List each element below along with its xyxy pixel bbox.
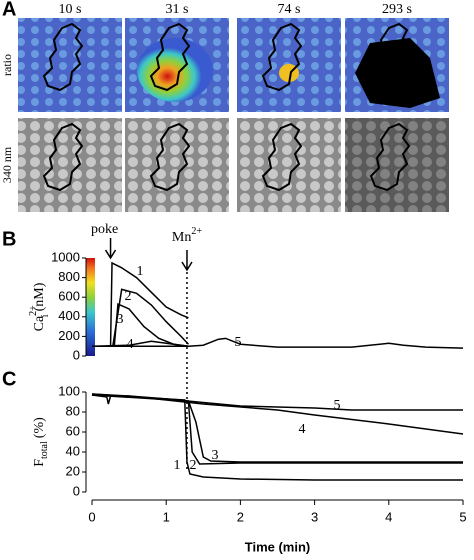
cell-outline	[149, 22, 191, 92]
annotation-arrow	[181, 250, 193, 272]
x-tick-label: 5	[459, 509, 466, 524]
series-line	[91, 394, 463, 481]
annotation-arrow	[104, 238, 117, 260]
series-label: 3	[117, 312, 124, 327]
x-tick-label: 1	[163, 509, 170, 524]
y-label-base: F	[32, 459, 47, 467]
image-hotspot	[137, 38, 213, 102]
panel-letter: B	[2, 228, 16, 250]
panel-letter: A	[2, 0, 16, 20]
y-tick-label: 20	[66, 463, 80, 478]
row-label: 340 nm	[0, 146, 14, 183]
series-line	[92, 288, 190, 347]
annotation: poke	[91, 222, 118, 237]
series-label: 3	[212, 448, 219, 463]
image	[18, 18, 122, 112]
series-line	[92, 261, 189, 347]
cell-outline	[369, 122, 411, 192]
row-label: ratio	[0, 54, 14, 76]
cell-outline	[149, 122, 191, 192]
time-label: 31 s	[166, 2, 189, 17]
time-label: 74 s	[278, 2, 301, 17]
series-label: 5	[235, 335, 242, 350]
series-label: 1	[174, 458, 181, 473]
y-axis-label: Ca2+i (nM)	[28, 282, 51, 331]
series-label: 1	[137, 264, 144, 279]
annotation-sup: 2+	[191, 226, 202, 237]
annotation-base: Mn	[172, 230, 191, 245]
series-line	[91, 394, 463, 463]
time-label: 10 s	[59, 2, 82, 17]
series-label: 2	[125, 289, 132, 304]
cell-outline	[261, 22, 303, 92]
annotation: Mn2+	[172, 226, 202, 245]
x-tick-label: 4	[385, 509, 392, 524]
series-line	[92, 337, 464, 349]
x-tick-label: 3	[311, 509, 318, 524]
y-tick-label: 400	[58, 308, 80, 323]
series-label: 5	[334, 398, 341, 413]
x-tick-label: 0	[88, 509, 95, 524]
series-label: 2	[190, 458, 197, 473]
series-line	[91, 393, 464, 435]
y-tick-label: 40	[66, 443, 80, 458]
image	[237, 118, 341, 212]
time-label: 293 s	[382, 2, 412, 17]
y-tick-label: 80	[66, 403, 80, 418]
y-label-unit: (%)	[32, 417, 47, 438]
x-tick-label: 2	[237, 509, 244, 524]
x-axis-label: Time (min)	[245, 539, 311, 554]
y-tick-label: 60	[66, 423, 80, 438]
y-axis-label: Ftotal (%)	[32, 417, 50, 467]
y-tick-label: 0	[73, 347, 80, 362]
color-bar	[86, 258, 95, 356]
image	[125, 118, 229, 212]
y-label-sup: 2+	[28, 305, 39, 316]
y-tick-label: 1000	[51, 249, 80, 264]
y-tick-label: 200	[58, 328, 80, 343]
y-label-unit: (nM)	[32, 282, 47, 311]
cell-outline	[369, 22, 411, 92]
series-line	[91, 394, 463, 465]
y-tick-label: 100	[58, 383, 80, 398]
y-tick-label: 800	[58, 269, 80, 284]
panel-letter: C	[2, 368, 16, 390]
series-label: 4	[299, 422, 306, 437]
cell-outline	[42, 122, 84, 192]
y-label-sub: total	[39, 441, 50, 459]
y-tick-label: 600	[58, 289, 80, 304]
image	[345, 118, 449, 212]
image	[18, 118, 122, 212]
cell-outline	[42, 22, 84, 92]
y-tick-label: 0	[73, 483, 80, 498]
series-label: 4	[127, 337, 134, 352]
image-dark	[345, 118, 449, 212]
y-label-sub: i	[40, 314, 51, 317]
image-dark	[355, 38, 440, 108]
y-label-base: Ca	[32, 315, 47, 331]
cell-outline	[261, 122, 303, 192]
series-line	[91, 393, 463, 411]
